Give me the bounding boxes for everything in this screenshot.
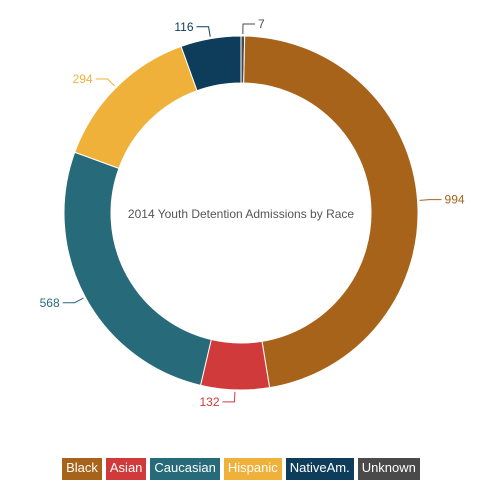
leader-line-asian — [222, 391, 236, 403]
leader-line-caucasian — [62, 297, 84, 304]
data-label-caucasian: 568 — [40, 296, 60, 310]
slice-labels: 7 994 132 568 294 116 — [40, 17, 465, 409]
legend-item-black[interactable]: Black — [62, 458, 102, 480]
leader-line-unknown — [242, 23, 255, 35]
donut-slices — [63, 35, 419, 391]
legend-item-asian[interactable]: Asian — [105, 458, 147, 480]
slice-nativeam[interactable] — [180, 35, 242, 92]
legend-item-unknown[interactable]: Unknown — [357, 458, 420, 480]
leader-line-hispanic — [95, 78, 116, 87]
data-label-asian: 132 — [200, 395, 220, 409]
leader-line-nativeam — [196, 26, 211, 37]
donut-chart: 7 994 132 568 294 116 2014 Youth Detention Ad… — [40, 17, 465, 409]
leader-line-black — [419, 199, 442, 201]
slice-black[interactable] — [243, 35, 419, 389]
slice-caucasian[interactable] — [63, 151, 212, 386]
legend-item-caucasian[interactable]: Caucasian — [150, 458, 220, 480]
slice-asian[interactable] — [199, 338, 271, 391]
data-label-nativeam: 116 — [174, 20, 193, 34]
legend-item-nativeam[interactable]: NativeAm. — [285, 458, 354, 480]
chart-title: 2014 Youth Detention Admissions by Race — [128, 207, 354, 221]
data-label-unknown: 7 — [258, 17, 265, 31]
data-label-hispanic: 294 — [73, 72, 93, 86]
slice-hispanic[interactable] — [74, 45, 198, 170]
legend-item-hispanic[interactable]: Hispanic — [223, 458, 282, 480]
data-label-black: 994 — [445, 193, 465, 207]
legend: Black Asian Caucasian Hispanic NativeAm.… — [0, 458, 482, 480]
